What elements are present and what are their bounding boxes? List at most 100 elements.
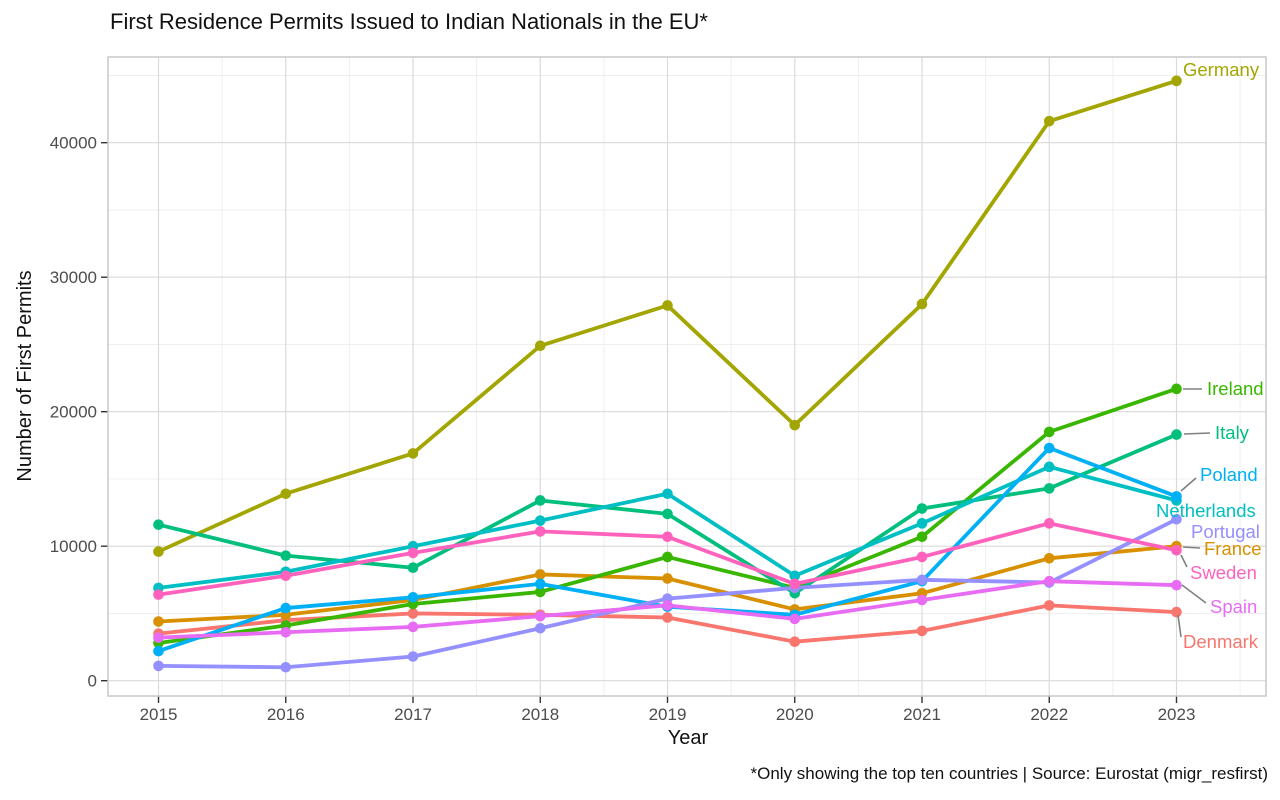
data-point-netherlands-2019 <box>662 488 673 500</box>
data-point-germany-2020 <box>789 419 801 431</box>
series-label-spain: Spain <box>1210 596 1257 617</box>
data-point-poland-2016 <box>280 602 292 614</box>
data-point-italy-2015 <box>153 519 164 530</box>
series-label-italy: Italy <box>1215 422 1250 443</box>
x-axis-tick-label: 2023 <box>1158 705 1196 724</box>
x-axis-tick-label: 2017 <box>394 705 432 724</box>
data-point-netherlands-2018 <box>534 515 546 526</box>
x-axis-tick-label: 2015 <box>140 705 178 724</box>
data-point-ireland-2018 <box>534 586 546 598</box>
data-point-netherlands-2021 <box>916 518 928 529</box>
series-label-poland: Poland <box>1200 464 1258 485</box>
data-point-spain-2020 <box>789 613 801 625</box>
data-point-germany-2017 <box>407 448 419 459</box>
data-point-denmark-2023 <box>1171 606 1182 618</box>
data-point-germany-2021 <box>916 298 928 310</box>
data-point-italy-2019 <box>662 508 673 520</box>
series-label-france: France <box>1204 538 1262 559</box>
data-point-netherlands-2020 <box>789 570 801 582</box>
data-point-denmark-2017 <box>407 608 419 619</box>
data-point-france-2015 <box>153 616 164 627</box>
data-point-italy-2017 <box>407 562 419 574</box>
data-point-denmark-2019 <box>662 612 673 623</box>
data-point-germany-2023 <box>1171 75 1182 87</box>
data-point-portugal-2021 <box>916 574 928 586</box>
y-axis-title: Number of First Permits <box>14 270 36 482</box>
label-leader-poland <box>1180 477 1197 492</box>
data-point-spain-2016 <box>280 626 292 638</box>
data-point-sweden-2017 <box>407 547 419 559</box>
data-point-denmark-2022 <box>1043 600 1055 611</box>
data-point-germany-2018 <box>534 340 546 352</box>
data-point-portugal-2018 <box>534 622 546 634</box>
data-point-spain-2022 <box>1043 575 1055 587</box>
data-point-italy-2016 <box>280 550 292 561</box>
data-point-ireland-2021 <box>916 531 928 543</box>
y-axis-tick-label: 0 <box>88 672 97 691</box>
x-axis-tick-label: 2018 <box>521 705 559 724</box>
label-leader-spain <box>1181 584 1207 604</box>
data-point-spain-2015 <box>153 632 164 643</box>
label-leader-sweden <box>1180 554 1188 568</box>
data-point-netherlands-2022 <box>1043 461 1055 473</box>
data-point-poland-2015 <box>153 645 164 657</box>
data-point-france-2018 <box>534 569 546 580</box>
data-point-ireland-2019 <box>662 551 673 563</box>
data-point-italy-2022 <box>1043 483 1055 494</box>
data-point-portugal-2016 <box>280 661 292 673</box>
data-point-spain-2021 <box>916 594 928 606</box>
data-point-germany-2015 <box>153 546 164 557</box>
data-point-spain-2017 <box>407 621 419 633</box>
data-point-ireland-2023 <box>1171 383 1182 395</box>
data-point-sweden-2015 <box>153 589 164 600</box>
data-point-portugal-2023 <box>1171 514 1182 525</box>
data-point-germany-2019 <box>662 300 673 311</box>
data-point-denmark-2021 <box>916 625 928 637</box>
x-axis-tick-label: 2020 <box>776 705 814 724</box>
data-point-italy-2021 <box>916 503 928 514</box>
x-axis-tick-label: 2021 <box>903 705 941 724</box>
data-point-denmark-2020 <box>789 636 801 647</box>
data-point-italy-2018 <box>534 495 546 506</box>
data-point-france-2019 <box>662 573 673 584</box>
data-point-portugal-2015 <box>153 660 164 672</box>
series-label-netherlands: Netherlands <box>1156 500 1256 521</box>
y-axis-tick-label: 30000 <box>50 268 97 287</box>
y-axis-tick-label: 10000 <box>50 537 97 556</box>
y-axis-tick-label: 40000 <box>50 134 97 153</box>
label-leader-italy <box>1183 432 1211 435</box>
data-point-sweden-2021 <box>916 551 928 563</box>
data-point-sweden-2018 <box>534 526 546 537</box>
x-axis-tick-label: 2019 <box>649 705 687 724</box>
data-point-france-2022 <box>1043 553 1055 564</box>
data-point-ireland-2022 <box>1043 426 1055 438</box>
label-leader-denmark <box>1177 614 1182 638</box>
series-label-denmark: Denmark <box>1183 631 1259 652</box>
data-point-poland-2023 <box>1171 491 1182 502</box>
series-label-ireland: Ireland <box>1207 378 1264 399</box>
y-axis-tick-label: 20000 <box>50 403 97 422</box>
data-point-germany-2016 <box>280 488 292 500</box>
source-caption: *Only showing the top ten countries | So… <box>750 764 1268 783</box>
data-point-sweden-2016 <box>280 570 292 582</box>
data-point-sweden-2022 <box>1043 518 1055 529</box>
x-axis-tick-label: 2016 <box>267 705 305 724</box>
data-point-sweden-2023 <box>1171 544 1182 556</box>
data-point-spain-2023 <box>1171 579 1182 591</box>
data-point-sweden-2019 <box>662 531 673 543</box>
data-point-portugal-2017 <box>407 651 419 662</box>
x-axis-tick-label: 2022 <box>1030 705 1068 724</box>
series-label-germany: Germany <box>1183 59 1260 80</box>
panel-border <box>107 56 1267 697</box>
data-point-poland-2018 <box>534 578 546 590</box>
data-point-spain-2018 <box>534 610 546 622</box>
label-leader-france <box>1182 546 1201 549</box>
data-point-sweden-2020 <box>789 578 801 590</box>
data-point-germany-2022 <box>1043 115 1055 127</box>
data-point-poland-2017 <box>407 592 419 603</box>
series-label-sweden: Sweden <box>1190 562 1257 583</box>
data-point-italy-2023 <box>1171 429 1182 440</box>
data-point-spain-2019 <box>662 600 673 611</box>
